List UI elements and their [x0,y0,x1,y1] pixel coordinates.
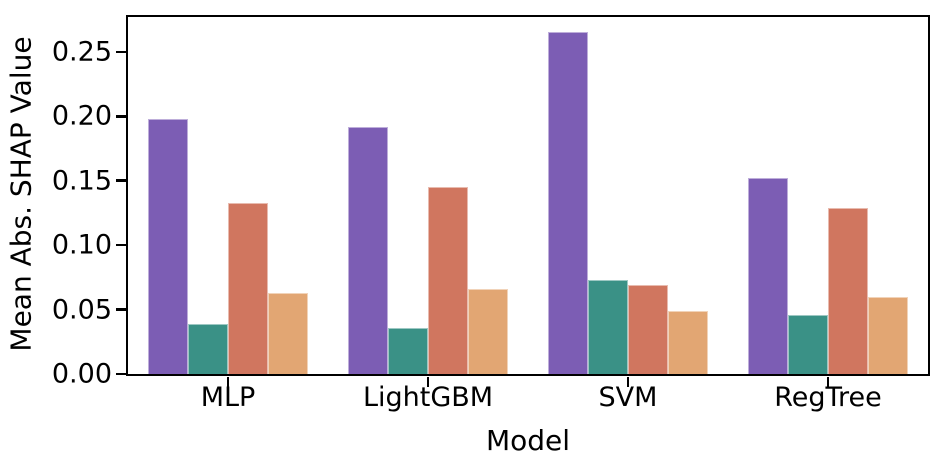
y-tick-label-0.05: 0.05 [51,294,112,326]
x-tick-mark-mlp [226,376,230,387]
bar-svm-orange [668,310,708,374]
bar-group-regtree [728,17,928,374]
x-tick-mark-regtree [826,376,830,387]
bar-group-lightgbm [328,17,528,374]
bar-lightgbm-purple [348,126,388,374]
y-tick-label-0.10: 0.10 [51,229,112,261]
bar-lightgbm-salmon [428,187,468,374]
bar-regtree-orange [868,296,908,374]
bar-regtree-salmon [828,207,868,374]
x-tick-label-svm: SVM [598,382,658,413]
bar-regtree-purple [748,178,788,374]
x-tick-label-mlp: MLP [200,382,256,413]
y-tick-label-0.25: 0.25 [51,36,112,68]
y-axis-label: Mean Abs. SHAP Value [4,36,38,352]
y-tick-label-0.15: 0.15 [51,165,112,197]
bar-svm-salmon [628,285,668,374]
x-axis-label: Model [485,424,571,457]
bar-mlp-teal [188,323,228,374]
bar-group-svm [528,17,728,374]
bar-lightgbm-teal [388,327,428,374]
y-tick-mark-0.25 [115,50,126,54]
x-tick-label-regtree: RegTree [774,382,882,413]
x-tick-mark-svm [626,376,630,387]
bar-svm-purple [548,32,588,374]
y-tick-label-0.00: 0.00 [51,358,112,390]
y-tick-mark-0.20 [115,115,126,118]
bar-mlp-salmon [228,202,268,374]
bar-lightgbm-orange [468,288,508,374]
x-tick-label-lightgbm: LightGBM [362,382,494,413]
x-tick-mark-lightgbm [426,376,430,387]
y-tick-label-0.20: 0.20 [51,100,112,132]
plot-area: 0.00 0.05 0.10 0.15 0.20 0.25 MLP LightGBM SVM Re… [52,15,930,411]
bar-mlp-purple [148,118,188,374]
bar-svm-teal [588,279,628,374]
bar-mlp-orange [268,292,308,374]
bar-group-mlp [128,17,328,374]
y-tick-mark-0.00 [115,372,126,376]
y-tick-mark-0.15 [115,179,126,182]
y-tick-mark-0.05 [115,308,126,311]
bar-regtree-teal [788,314,828,374]
y-tick-mark-0.10 [115,243,126,247]
